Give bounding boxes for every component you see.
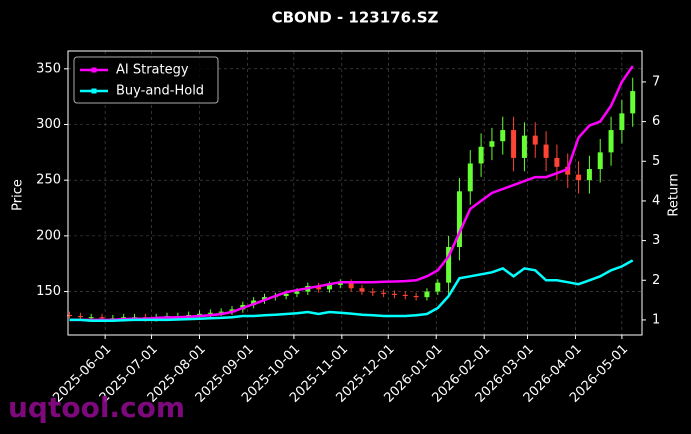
y2-axis-label: Return xyxy=(667,173,682,216)
watermark: uqtool.com xyxy=(8,391,185,424)
legend: AI Strategy Buy-and-Hold xyxy=(73,56,219,104)
return-line xyxy=(69,259,634,322)
legend-label: Buy-and-Hold xyxy=(116,84,204,99)
candle-body xyxy=(316,285,322,290)
candle-body xyxy=(326,284,332,290)
y-tick-label: 350 xyxy=(36,61,61,76)
candle-body xyxy=(489,141,495,147)
candle-body xyxy=(565,166,571,175)
candle-body xyxy=(218,311,224,313)
candle-body xyxy=(630,91,636,114)
y-tick-label: 150 xyxy=(36,284,61,299)
candle-body xyxy=(456,191,462,248)
candle-body xyxy=(77,316,83,318)
candle-body xyxy=(413,296,419,298)
candle-body xyxy=(619,113,625,131)
candle-body xyxy=(229,309,235,312)
candle-body xyxy=(597,152,603,170)
candle-body xyxy=(467,163,473,192)
candle-body xyxy=(337,282,343,285)
y2-tick-label: 2 xyxy=(652,273,660,288)
chart-title: CBOND - 123176.SZ xyxy=(272,9,439,27)
y2-tick-label: 4 xyxy=(652,193,660,208)
y-tick-label: 300 xyxy=(36,117,61,132)
plot-frame xyxy=(67,50,643,336)
y-tick-label: 200 xyxy=(36,228,61,243)
candle-body xyxy=(511,130,517,158)
candle-body xyxy=(478,146,484,164)
candle-body xyxy=(207,312,213,314)
candle-body xyxy=(532,135,538,145)
candle-body xyxy=(586,169,592,181)
candle-body xyxy=(197,313,203,315)
candle-body xyxy=(88,317,94,319)
candle-body xyxy=(99,317,105,319)
candle-body xyxy=(67,314,73,317)
y-axis-label: Price xyxy=(11,179,26,211)
candle-body xyxy=(294,291,300,294)
legend-marker xyxy=(91,88,97,94)
candle-body xyxy=(554,157,560,167)
y2-tick-label: 7 xyxy=(652,74,660,89)
y2-tick-label: 5 xyxy=(652,154,660,169)
candle-body xyxy=(186,314,192,317)
candle-body xyxy=(446,247,452,283)
candle-body xyxy=(521,135,527,158)
legend-box xyxy=(73,56,219,104)
candle-body xyxy=(359,288,365,292)
candle-body xyxy=(576,174,582,181)
candle-body xyxy=(543,144,549,158)
y-tick-label: 250 xyxy=(36,173,61,188)
candle-body xyxy=(381,292,387,294)
candle-body xyxy=(121,317,127,319)
legend-label: AI Strategy xyxy=(116,63,189,78)
return-line xyxy=(69,65,634,322)
y2-tick-label: 3 xyxy=(652,233,660,248)
legend-marker xyxy=(91,67,97,73)
candle-body xyxy=(500,130,506,142)
candle-body xyxy=(608,130,614,153)
candle-body xyxy=(370,291,376,293)
candle-body xyxy=(402,294,408,297)
candle-body xyxy=(424,291,430,298)
y2-tick-label: 1 xyxy=(652,312,660,327)
candle-body xyxy=(391,293,397,295)
candle-body xyxy=(283,293,289,297)
y2-tick-label: 6 xyxy=(652,114,660,129)
candle-body xyxy=(348,282,354,289)
candle-body xyxy=(435,282,441,292)
candle-body xyxy=(251,300,257,305)
